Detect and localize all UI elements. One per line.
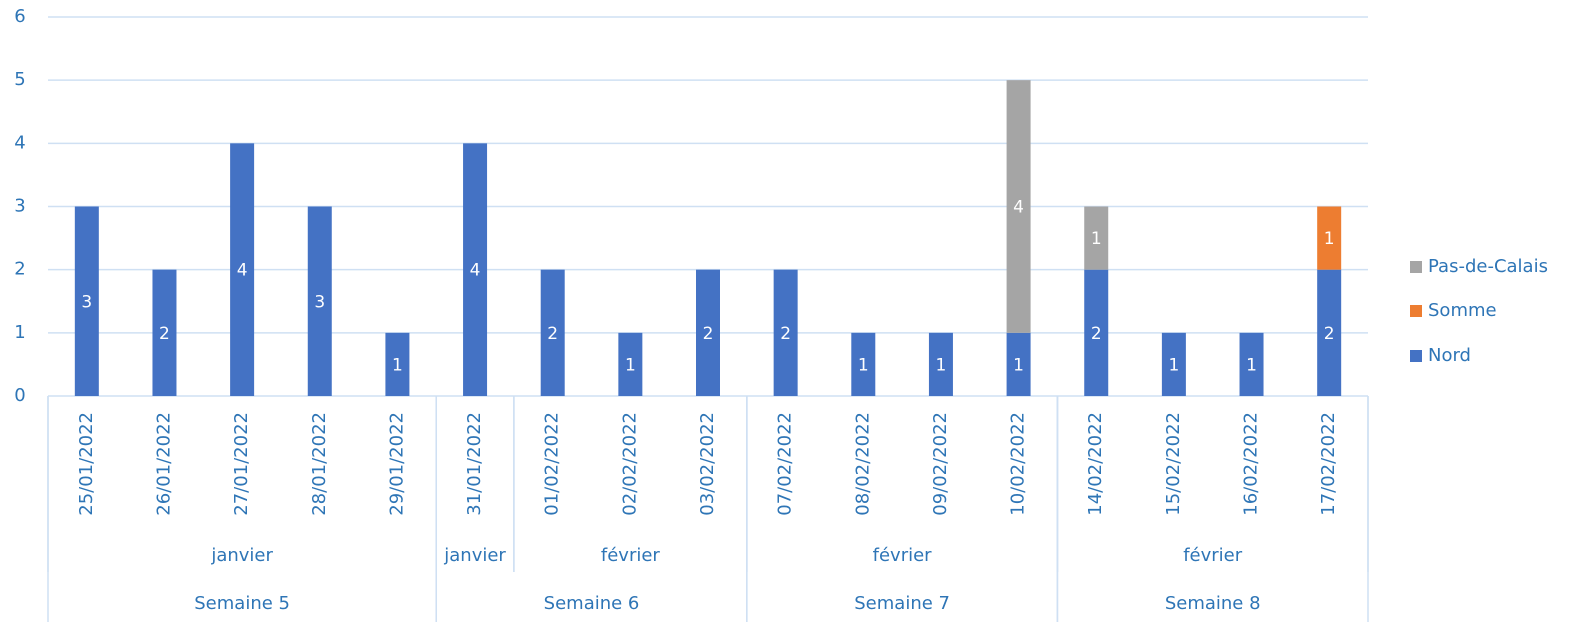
group-label: Semaine 6 — [544, 593, 640, 614]
x-tick-label: 10/02/2022 — [1008, 412, 1029, 516]
group-label: février — [601, 545, 661, 566]
data-label: 1 — [392, 355, 403, 375]
x-tick-label: 01/02/2022 — [542, 412, 563, 516]
data-label: 3 — [314, 292, 325, 312]
bar-segment — [1084, 206, 1109, 270]
data-label: 1 — [625, 355, 636, 375]
y-tick-label: 6 — [14, 6, 25, 27]
x-tick-label: 28/01/2022 — [309, 412, 330, 516]
data-label: 2 — [703, 324, 714, 344]
data-label: 1 — [858, 355, 869, 375]
y-tick-label: 3 — [14, 196, 25, 217]
x-tick-label: 03/02/2022 — [697, 412, 718, 516]
x-tick-label: 02/02/2022 — [619, 412, 640, 516]
bar-segment — [1161, 332, 1186, 396]
bar-segment — [1084, 269, 1109, 396]
y-tick-label: 5 — [14, 69, 25, 90]
bar-segment — [773, 269, 798, 396]
bar-segment — [1239, 332, 1264, 396]
x-tick-label: 16/02/2022 — [1241, 412, 1262, 516]
bar-segment — [1317, 206, 1342, 270]
data-label: 1 — [1168, 355, 1179, 375]
group-label: Semaine 7 — [854, 593, 950, 614]
x-tick-label: 17/02/2022 — [1318, 412, 1339, 516]
x-tick-label: 15/02/2022 — [1163, 412, 1184, 516]
y-tick-label: 4 — [14, 132, 25, 153]
group-label: Semaine 5 — [194, 593, 290, 614]
data-label: 1 — [1091, 229, 1102, 249]
data-label: 2 — [1091, 324, 1102, 344]
data-label: 2 — [1324, 324, 1335, 344]
legend-swatch — [1410, 350, 1422, 362]
data-label: 1 — [1013, 355, 1024, 375]
legend-label: Somme — [1428, 300, 1497, 321]
x-tick-label: 09/02/2022 — [930, 412, 951, 516]
data-label: 1 — [1324, 229, 1335, 249]
group-label: janvier — [210, 545, 273, 566]
data-label: 2 — [547, 324, 558, 344]
legend-label: Nord — [1428, 345, 1471, 366]
x-tick-label: 29/01/2022 — [386, 412, 407, 516]
bar-segment — [540, 269, 565, 396]
bar-segment — [1317, 269, 1342, 396]
x-tick-label: 27/01/2022 — [231, 412, 252, 516]
bar-segment — [1006, 80, 1031, 333]
legend-label: Pas-de-Calais — [1428, 256, 1548, 277]
x-tick-label: 07/02/2022 — [775, 412, 796, 516]
x-tick-label: 31/01/2022 — [464, 412, 485, 516]
y-tick-label: 0 — [14, 385, 25, 406]
x-tick-label: 08/02/2022 — [852, 412, 873, 516]
data-label: 4 — [237, 261, 248, 281]
y-tick-label: 2 — [14, 259, 25, 280]
bar-segment — [696, 269, 720, 396]
legend-swatch — [1410, 305, 1422, 317]
x-tick-label: 14/02/2022 — [1085, 412, 1106, 516]
group-label: février — [873, 545, 933, 566]
bar-segment — [1006, 332, 1031, 396]
bar-segment — [152, 269, 177, 396]
bar-segment — [307, 206, 332, 396]
legend-swatch — [1410, 261, 1422, 273]
bar-segment — [463, 143, 488, 396]
bar-segment — [230, 143, 255, 396]
data-label: 2 — [159, 324, 170, 344]
group-label: Semaine 8 — [1165, 593, 1261, 614]
data-label: 4 — [470, 261, 481, 281]
bar-segment — [928, 332, 953, 396]
data-label: 2 — [780, 324, 791, 344]
bar-segment — [385, 332, 410, 396]
x-tick-label: 26/01/2022 — [153, 412, 174, 516]
data-label: 1 — [1246, 355, 1257, 375]
data-label: 3 — [81, 292, 92, 312]
data-label: 1 — [936, 355, 947, 375]
y-tick-label: 1 — [14, 322, 25, 343]
x-tick-label: 25/01/2022 — [76, 412, 97, 516]
data-label: 4 — [1013, 198, 1024, 218]
bar-segment — [74, 206, 99, 396]
bar-segment — [851, 332, 876, 396]
group-label: janvier — [443, 545, 506, 566]
bar-segment — [618, 332, 643, 396]
group-label: février — [1183, 545, 1243, 566]
